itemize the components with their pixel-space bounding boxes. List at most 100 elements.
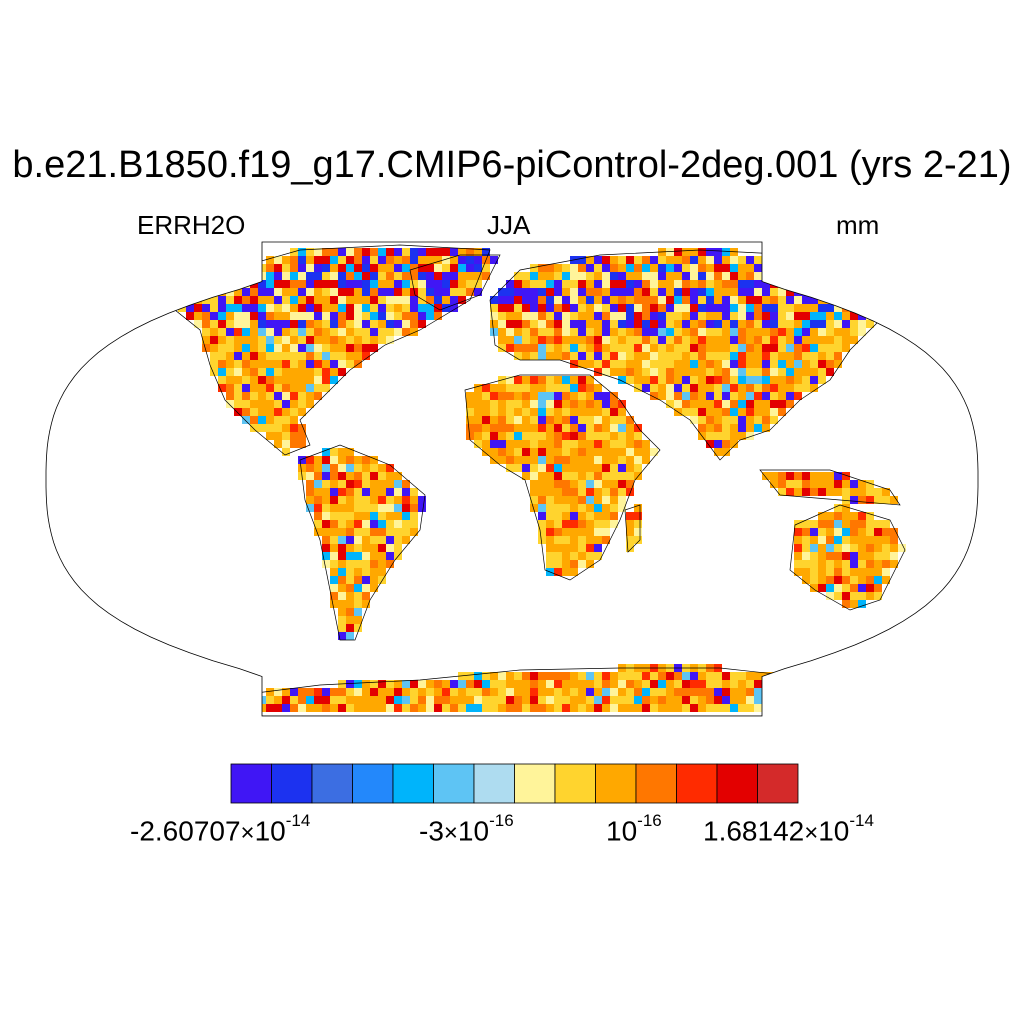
coastline [167, 244, 491, 456]
grid-cell [410, 264, 418, 272]
colorbar-label-pos: 10-16 [606, 811, 662, 847]
grid-cell [370, 280, 378, 288]
grid-cell [594, 464, 602, 472]
grid-cell [858, 552, 866, 560]
grid-cell [834, 304, 842, 312]
grid-cell [322, 352, 330, 360]
grid-cell [234, 296, 242, 304]
grid-cell [618, 448, 626, 456]
grid-cell [458, 272, 466, 280]
grid-cell [330, 264, 338, 272]
grid-cell [634, 704, 642, 712]
grid-cell [674, 328, 682, 336]
grid-cell [490, 384, 498, 392]
grid-cell [674, 680, 682, 688]
grid-cell [746, 704, 754, 712]
colorbar-box [230, 763, 272, 804]
grid-cell [386, 688, 394, 696]
grid-cell [818, 528, 826, 536]
grid-cell [826, 344, 834, 352]
grid-cell [394, 280, 402, 288]
coastline [409, 254, 501, 311]
grid-cell [562, 464, 570, 472]
grid-cell [858, 496, 866, 504]
grid-cell [618, 424, 626, 432]
grid-cell [706, 296, 714, 304]
grid-cell [234, 336, 242, 344]
grid-cell [874, 488, 882, 496]
variable-label: ERRH2O [137, 210, 246, 240]
grid-cell [354, 560, 362, 568]
grid-cell [690, 312, 698, 320]
grid-cell [842, 600, 850, 608]
grid-cell [378, 272, 386, 280]
grid-cell [858, 528, 866, 536]
grid-cell [290, 376, 298, 384]
grid-cell [610, 464, 618, 472]
grid-cell [258, 384, 266, 392]
grid-cell [322, 688, 330, 696]
grid-cell [362, 584, 370, 592]
grid-cell [778, 336, 786, 344]
grid-cell [570, 696, 578, 704]
grid-cell [442, 296, 450, 304]
grid-cell [546, 376, 554, 384]
grid-cell [530, 344, 538, 352]
grid-cell [698, 376, 706, 384]
grid-cell [786, 488, 794, 496]
grid-cell [370, 304, 378, 312]
grid-cell [602, 320, 610, 328]
grid-cell [586, 480, 594, 488]
grid-cell [298, 280, 306, 288]
grid-cell [282, 416, 290, 424]
grid-cell [314, 264, 322, 272]
grid-cell [242, 288, 250, 296]
grid-cell [802, 536, 810, 544]
grid-cell [890, 552, 898, 560]
grid-cell [322, 384, 330, 392]
grid-cell [338, 536, 346, 544]
grid-cell [674, 400, 682, 408]
grid-cell [738, 296, 746, 304]
grid-cell [330, 248, 338, 256]
grid-cell [418, 304, 426, 312]
grid-cell [554, 672, 562, 680]
grid-cell [762, 376, 770, 384]
grid-cell [546, 400, 554, 408]
grid-cell [818, 576, 826, 584]
grid-cell [578, 352, 586, 360]
grid-cell [690, 704, 698, 712]
grid-cell [842, 560, 850, 568]
grid-cell [362, 488, 370, 496]
grid-cell [602, 480, 610, 488]
grid-cell [834, 344, 842, 352]
grid-cell [802, 384, 810, 392]
grid-cell [594, 328, 602, 336]
grid-cell [890, 528, 898, 536]
grid-cell [354, 512, 362, 520]
grid-cell [578, 704, 586, 712]
grid-cell [266, 304, 274, 312]
grid-cell [754, 424, 762, 432]
grid-cell [362, 328, 370, 336]
grid-cell [538, 480, 546, 488]
grid-cell [826, 528, 834, 536]
grid-cell [442, 264, 450, 272]
grid-cell [298, 408, 306, 416]
grid-cell [506, 672, 514, 680]
grid-cell [354, 536, 362, 544]
grid-cell [626, 440, 634, 448]
grid-cell [266, 352, 274, 360]
grid-cell [338, 296, 346, 304]
grid-cell [738, 672, 746, 680]
grid-cell [794, 352, 802, 360]
globe-outline [45, 241, 979, 717]
grid-cell [570, 312, 578, 320]
grid-cell [826, 536, 834, 544]
grid-cell [362, 280, 370, 288]
grid-cell [818, 312, 826, 320]
grid-cell [362, 312, 370, 320]
grid-cell [290, 400, 298, 408]
grid-cell [522, 376, 530, 384]
